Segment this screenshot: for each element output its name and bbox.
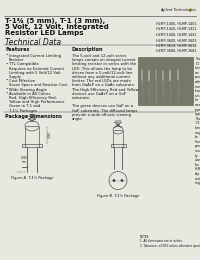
Bar (155, 69, 157, 81)
Text: TTL Compatible: TTL Compatible (9, 62, 39, 66)
Text: limiter. The red LEDs are made: limiter. The red LEDs are made (72, 79, 131, 83)
Bar (162, 70, 164, 81)
Text: 0.200: 0.200 (29, 114, 35, 118)
Text: limiting resistor in series with the: limiting resistor in series with the (72, 62, 136, 66)
Circle shape (121, 179, 123, 182)
Text: Limiting with 5 Volt/12 Volt: Limiting with 5 Volt/12 Volt (9, 71, 61, 75)
Text: HLMP-1440, HLMP-1441: HLMP-1440, HLMP-1441 (156, 33, 196, 37)
Ellipse shape (169, 69, 171, 70)
Text: •: • (5, 92, 7, 96)
Text: Description: Description (72, 47, 104, 52)
Text: ✷: ✷ (187, 8, 192, 13)
Text: Integrated Current Limiting: Integrated Current Limiting (9, 54, 61, 58)
Ellipse shape (155, 68, 157, 70)
Text: Cost Effective: Cost Effective (9, 79, 35, 83)
Text: HLMP-3619, HLMP-3611: HLMP-3619, HLMP-3611 (156, 44, 196, 48)
Text: •: • (5, 88, 7, 92)
Text: HLMP-3680, HLMP-3681: HLMP-3680, HLMP-3681 (156, 49, 196, 54)
Text: T-1¾ (5 mm), T-1 (3 mm),: T-1¾ (5 mm), T-1 (3 mm), (5, 18, 105, 24)
Text: Available in All Colors: Available in All Colors (9, 92, 50, 96)
Text: Supply: Supply (9, 75, 22, 79)
Text: devices use GaAsP on a GaP: devices use GaAsP on a GaP (72, 92, 126, 96)
Text: driven from a 5-volt/12-volt line: driven from a 5-volt/12-volt line (72, 71, 132, 75)
Text: Figure A. T-1¾ Package: Figure A. T-1¾ Package (11, 176, 53, 180)
Text: angle.: angle. (72, 117, 84, 121)
Text: The T-1¾ lamps are provided
with sturdy leads suitable for area
type application: The T-1¾ lamps are provided with sturdy … (195, 57, 200, 185)
Ellipse shape (141, 69, 143, 70)
Circle shape (113, 179, 115, 182)
Text: Features: Features (5, 47, 29, 52)
Text: Wide Viewing Angle: Wide Viewing Angle (9, 88, 47, 92)
Text: The 5-volt and 12-volt series: The 5-volt and 12-volt series (72, 54, 127, 58)
Text: •: • (5, 54, 7, 58)
Text: 0.180: 0.180 (48, 132, 52, 139)
Text: Figure B. T-1¾ Package: Figure B. T-1¾ Package (97, 193, 139, 198)
Text: •: • (5, 62, 7, 66)
Text: Red, High Efficiency Red,: Red, High Efficiency Red, (9, 96, 57, 100)
Text: lamps contain an integral current: lamps contain an integral current (72, 58, 136, 62)
Text: Package Dimensions: Package Dimensions (5, 114, 62, 119)
Text: without any additional current: without any additional current (72, 75, 130, 79)
Bar (141, 70, 143, 81)
Bar (169, 70, 171, 81)
Text: HLMP-1420, HLMP-1421: HLMP-1420, HLMP-1421 (156, 28, 196, 31)
Text: Agilent Technologies: Agilent Technologies (160, 8, 196, 12)
Bar (148, 70, 150, 81)
Text: Resistor: Resistor (9, 58, 24, 62)
Text: HLMP-1400, HLMP-1401: HLMP-1400, HLMP-1401 (156, 22, 196, 26)
Text: 0.130: 0.130 (114, 120, 122, 124)
Text: Requires no External Current: Requires no External Current (9, 67, 64, 71)
Bar (177, 69, 179, 80)
Ellipse shape (162, 70, 164, 71)
Text: Resistor LED Lamps: Resistor LED Lamps (5, 30, 84, 36)
Text: Yellow and High Performance: Yellow and High Performance (9, 100, 64, 104)
Text: Saves Space and Resistor Cost: Saves Space and Resistor Cost (9, 83, 68, 87)
Text: substrate.: substrate. (72, 96, 91, 100)
Ellipse shape (148, 70, 150, 71)
Text: Green in T-1 and: Green in T-1 and (9, 105, 40, 108)
Text: 1.000
min: 1.000 min (21, 156, 27, 164)
Text: The green devices use GaP on a: The green devices use GaP on a (72, 105, 133, 108)
Text: provide a wide off-axis viewing: provide a wide off-axis viewing (72, 113, 131, 117)
Ellipse shape (177, 68, 179, 69)
Text: from GaAsP on a GaAs substrate.: from GaAsP on a GaAs substrate. (72, 83, 135, 87)
Text: Technical Data: Technical Data (5, 38, 61, 47)
Text: GaP substrate. The diffused lamps: GaP substrate. The diffused lamps (72, 109, 137, 113)
Text: T-1¾ Packages: T-1¾ Packages (9, 109, 37, 113)
Bar (138, 57, 193, 105)
Text: NOTES:
1. All dimensions are in inches.
2. Tolerance: ±0.010 unless otherwise sp: NOTES: 1. All dimensions are in inches. … (140, 235, 200, 248)
Text: The High Efficiency Red and Yellow: The High Efficiency Red and Yellow (72, 88, 139, 92)
Text: 5 Volt, 12 Volt, Integrated: 5 Volt, 12 Volt, Integrated (5, 24, 109, 30)
Text: HLMP-3600, HLMP-3601: HLMP-3600, HLMP-3601 (156, 38, 196, 42)
Text: LED. This allows the lamp to be: LED. This allows the lamp to be (72, 67, 132, 71)
Text: •: • (5, 79, 7, 83)
